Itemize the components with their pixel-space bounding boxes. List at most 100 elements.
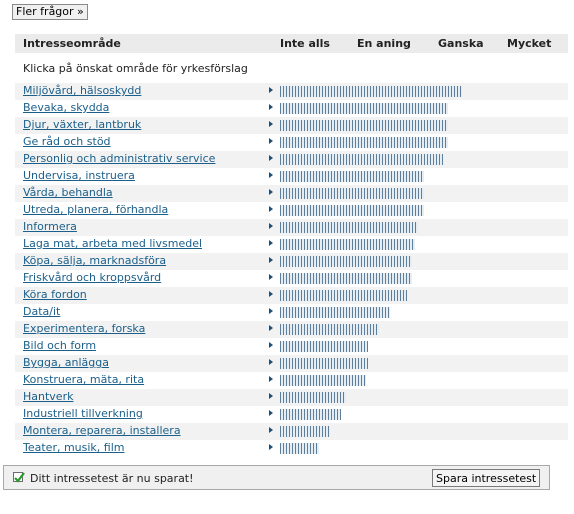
area-link[interactable]: Miljövård, hälsoskydd [23,84,142,97]
header-a-little: En aning [357,37,411,50]
save-status-bar: Ditt intressetest är nu sparat! Spara in… [3,465,550,490]
arrow-right-icon[interactable] [269,104,273,110]
saved-message: Ditt intressetest är nu sparat! [30,472,194,485]
table-row: Djur, växter, lantbruk [15,117,568,134]
interest-bar [280,273,412,284]
table-row: Köra fordon [15,287,568,304]
area-link[interactable]: Djur, växter, lantbruk [23,118,142,131]
table-row: Teater, musik, film [15,440,568,457]
save-test-button[interactable]: Spara intressetest [432,469,541,487]
table-row: Laga mat, arbeta med livsmedel [15,236,568,253]
arrow-right-icon[interactable] [269,359,273,365]
interest-bar [280,154,443,165]
area-link[interactable]: Data/it [23,305,61,318]
area-link[interactable]: Vårda, behandla [23,186,113,199]
table-row: Experimentera, forska [15,321,568,338]
arrow-right-icon[interactable] [269,410,273,416]
table-row: Undervisa, instruera [15,168,568,185]
area-link[interactable]: Bild och form [23,339,97,352]
checkmark-icon [13,472,25,483]
area-link[interactable]: Konstruera, mäta, rita [23,373,145,386]
interest-bar [280,103,448,114]
area-link[interactable]: Köpa, sälja, marknadsföra [23,254,167,267]
interest-bar [280,256,412,267]
interest-bar [280,341,368,352]
arrow-right-icon[interactable] [269,240,273,246]
table-row: Konstruera, mäta, rita [15,372,568,389]
interest-bar [280,120,448,131]
area-link[interactable]: Hantverk [23,390,74,403]
arrow-right-icon[interactable] [269,121,273,127]
interest-bar [280,392,346,403]
arrow-right-icon[interactable] [269,87,273,93]
arrow-right-icon[interactable] [269,393,273,399]
header-area: Intresseområde [23,37,121,50]
interest-bar [280,188,424,199]
table-row: Vårda, behandla [15,185,568,202]
area-link[interactable]: Teater, musik, film [23,441,125,454]
instruction-text: Klicka på önskat område för yrkesförslag [23,62,248,75]
interest-bar [280,137,448,148]
interest-bar [280,443,319,454]
area-link[interactable]: Laga mat, arbeta med livsmedel [23,237,203,250]
interest-list: Miljövård, hälsoskydd Bevaka, skydda Djur,… [15,83,568,457]
interest-bar [280,86,462,97]
table-row: Personlig och administrativ service [15,151,568,168]
arrow-right-icon[interactable] [269,291,273,297]
arrow-right-icon[interactable] [269,308,273,314]
table-row: Data/it [15,304,568,321]
arrow-right-icon[interactable] [269,444,273,450]
table-row: Bild och form [15,338,568,355]
area-link[interactable]: Industriell tillverkning [23,407,143,420]
more-questions-button[interactable]: Fler frågor » [12,4,88,20]
arrow-right-icon[interactable] [269,155,273,161]
table-row: Ge råd och stöd [15,134,568,151]
interest-bar [280,307,390,318]
area-link[interactable]: Undervisa, instruera [23,169,135,182]
interest-bar [280,324,379,335]
interest-bar [280,358,368,369]
table-row: Bygga, anlägga [15,355,568,372]
table-row: Industriell tillverkning [15,406,568,423]
header-quite: Ganska [438,37,484,50]
interest-bar [280,205,424,216]
interest-bar [280,171,424,182]
table-header: Intresseområde Inte alls En aning Ganska… [15,34,568,53]
table-row: Utreda, planera, förhandla [15,202,568,219]
interest-bar [280,290,407,301]
area-link[interactable]: Köra fordon [23,288,87,301]
arrow-right-icon[interactable] [269,206,273,212]
area-link[interactable]: Friskvård och kroppsvård [23,271,162,284]
arrow-right-icon[interactable] [269,257,273,263]
arrow-right-icon[interactable] [269,189,273,195]
area-link[interactable]: Ge råd och stöd [23,135,111,148]
area-link[interactable]: Bygga, anlägga [23,356,109,369]
arrow-right-icon[interactable] [269,427,273,433]
table-row: Bevaka, skydda [15,100,568,117]
header-very: Mycket [507,37,552,50]
area-link[interactable]: Montera, reparera, installera [23,424,181,437]
arrow-right-icon[interactable] [269,223,273,229]
area-link[interactable]: Utreda, planera, förhandla [23,203,169,216]
interest-bar [280,426,330,437]
table-row: Köpa, sälja, marknadsföra [15,253,568,270]
interest-bar [280,222,418,233]
arrow-right-icon[interactable] [269,172,273,178]
table-row: Miljövård, hälsoskydd [15,83,568,100]
table-row: Informera [15,219,568,236]
area-link[interactable]: Informera [23,220,77,233]
arrow-right-icon[interactable] [269,342,273,348]
interest-bar [280,239,415,250]
table-row: Friskvård och kroppsvård [15,270,568,287]
interest-bar [280,409,341,420]
arrow-right-icon[interactable] [269,138,273,144]
interest-bar [280,375,366,386]
area-link[interactable]: Experimentera, forska [23,322,146,335]
arrow-right-icon[interactable] [269,325,273,331]
area-link[interactable]: Bevaka, skydda [23,101,110,114]
table-row: Hantverk [15,389,568,406]
arrow-right-icon[interactable] [269,274,273,280]
arrow-right-icon[interactable] [269,376,273,382]
header-not-at-all: Inte alls [280,37,330,50]
area-link[interactable]: Personlig och administrativ service [23,152,216,165]
